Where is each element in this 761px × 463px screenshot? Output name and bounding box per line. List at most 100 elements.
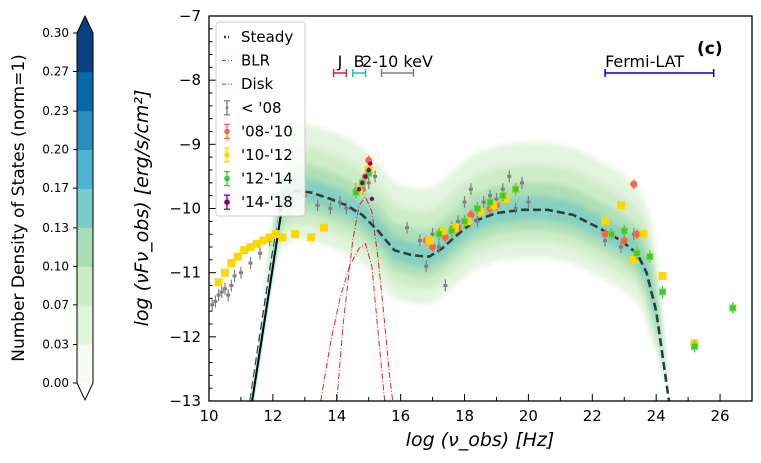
data-point-10-12 [278, 233, 287, 242]
data-point-08 [494, 197, 499, 201]
x-tick-label: 26 [711, 407, 730, 425]
data-point-08 [229, 284, 234, 287]
data-point-14-18 [369, 196, 375, 202]
x-tick-label: 10 [199, 407, 218, 425]
y-tick-label: −9 [179, 135, 201, 153]
y-tick-label: −10 [169, 200, 201, 218]
data-point-08 [216, 293, 221, 297]
data-point-10-12 [259, 236, 268, 245]
data-point-08 [417, 239, 422, 243]
data-point-12-14 [435, 230, 443, 238]
data-point-12-14 [659, 288, 667, 296]
data-point-08 [488, 194, 493, 198]
data-point-10-12 [272, 230, 281, 239]
data-point-10-12 [319, 223, 328, 232]
data-points [210, 155, 737, 353]
data-point-08-10 [630, 180, 638, 188]
y-tick-label: −13 [169, 392, 201, 410]
data-point-10-12 [425, 236, 434, 245]
data-point-08 [468, 187, 473, 191]
data-point-08-10 [467, 211, 475, 219]
band-annotations: J B2-10 keV Fermi-LAT [332, 52, 715, 77]
colorbar-cell [77, 188, 93, 228]
data-point-08 [619, 245, 624, 249]
legend-08-10-marker [224, 128, 230, 135]
data-point-14-18 [368, 161, 373, 166]
legend: Steady BLR Disk < '08 '08-'10 '10-'12 '12-'14 '… [215, 21, 306, 217]
data-point-08 [462, 200, 467, 204]
data-point-08 [213, 300, 218, 304]
colorbar-tick-label: 0.23 [42, 104, 69, 118]
data-point-10-12 [291, 230, 300, 239]
data-point-08-10 [633, 230, 641, 238]
colorbar-label: Number Density of States (norm=1) [9, 54, 29, 362]
legend-10-12-label: '10-'12 [241, 146, 293, 164]
colorbar-tick-label: 0.00 [42, 376, 69, 390]
data-point-08 [500, 187, 505, 191]
x-tick-label: 18 [455, 407, 474, 425]
legend-10-12-marker [224, 152, 230, 158]
y-tick-label: −7 [179, 7, 201, 25]
data-point-08 [436, 245, 441, 249]
legend-14-18-label: '14-'18 [241, 193, 293, 211]
data-point-08-10 [441, 233, 449, 241]
x-tick-label: 22 [583, 407, 602, 425]
data-point-14-18 [366, 167, 371, 173]
colorbar-tick-label: 0.07 [42, 298, 69, 312]
data-point-12-14 [729, 304, 737, 312]
data-point-12-14 [620, 227, 628, 235]
data-point-10-12 [220, 268, 229, 277]
data-point-08 [238, 271, 243, 275]
legend-box [215, 21, 306, 217]
density-layer-4 [266, 177, 666, 381]
data-point-08 [222, 287, 227, 291]
data-point-12-14 [352, 188, 360, 196]
data-point-08 [232, 274, 237, 278]
data-point-10-12 [265, 233, 274, 242]
data-point-12-14 [646, 253, 654, 261]
data-point-10-12 [629, 255, 638, 264]
data-point-08 [603, 239, 608, 243]
panel-label: (c) [697, 39, 723, 59]
data-point-12-14 [486, 198, 494, 206]
x-tick-label: 12 [263, 407, 282, 425]
data-point-08 [520, 181, 525, 185]
data-point-10-12 [246, 243, 255, 251]
data-point-12-14 [499, 192, 507, 200]
data-point-08 [507, 174, 512, 178]
data-point-08 [344, 207, 349, 210]
y-tick-label: −11 [169, 264, 201, 282]
legend-08-10-label: '08-'10 [241, 122, 293, 140]
legend-08-label: < '08 [241, 99, 282, 117]
legend-12-14-label: '12-'14 [241, 170, 293, 188]
data-point-08 [328, 207, 333, 210]
data-point-12-14 [633, 249, 641, 257]
data-point-10-12 [252, 239, 261, 248]
data-point-08 [405, 226, 410, 230]
data-point-08 [526, 200, 531, 204]
colorbar-tick-label: 0.03 [42, 338, 69, 352]
colorbar-tick-label: 0.30 [42, 26, 69, 40]
x-tick-label: 14 [327, 407, 346, 425]
colorbar-tick-label: 0.27 [42, 65, 69, 79]
data-point-14-18 [360, 180, 365, 186]
synchrotron-rise [251, 214, 282, 401]
data-point-10-12 [658, 271, 667, 280]
colorbar-cell [77, 266, 93, 306]
colorbar-cell [77, 71, 93, 112]
data-point-10-12 [233, 252, 242, 261]
legend-14-18-marker [224, 199, 230, 205]
data-point-08 [258, 251, 263, 255]
state-density-band [266, 123, 666, 386]
data-point-08 [513, 207, 518, 210]
data-point-08 [430, 232, 435, 236]
data-point-10-12 [240, 246, 249, 255]
data-point-08 [226, 293, 231, 297]
band-j-label: J [337, 52, 343, 71]
colorbar-extend-over [77, 16, 93, 33]
colorbar-tick-label: 0.13 [42, 221, 69, 235]
data-point-08 [248, 261, 253, 265]
band-b-label: B [354, 52, 365, 71]
colorbar-cell [77, 344, 93, 384]
